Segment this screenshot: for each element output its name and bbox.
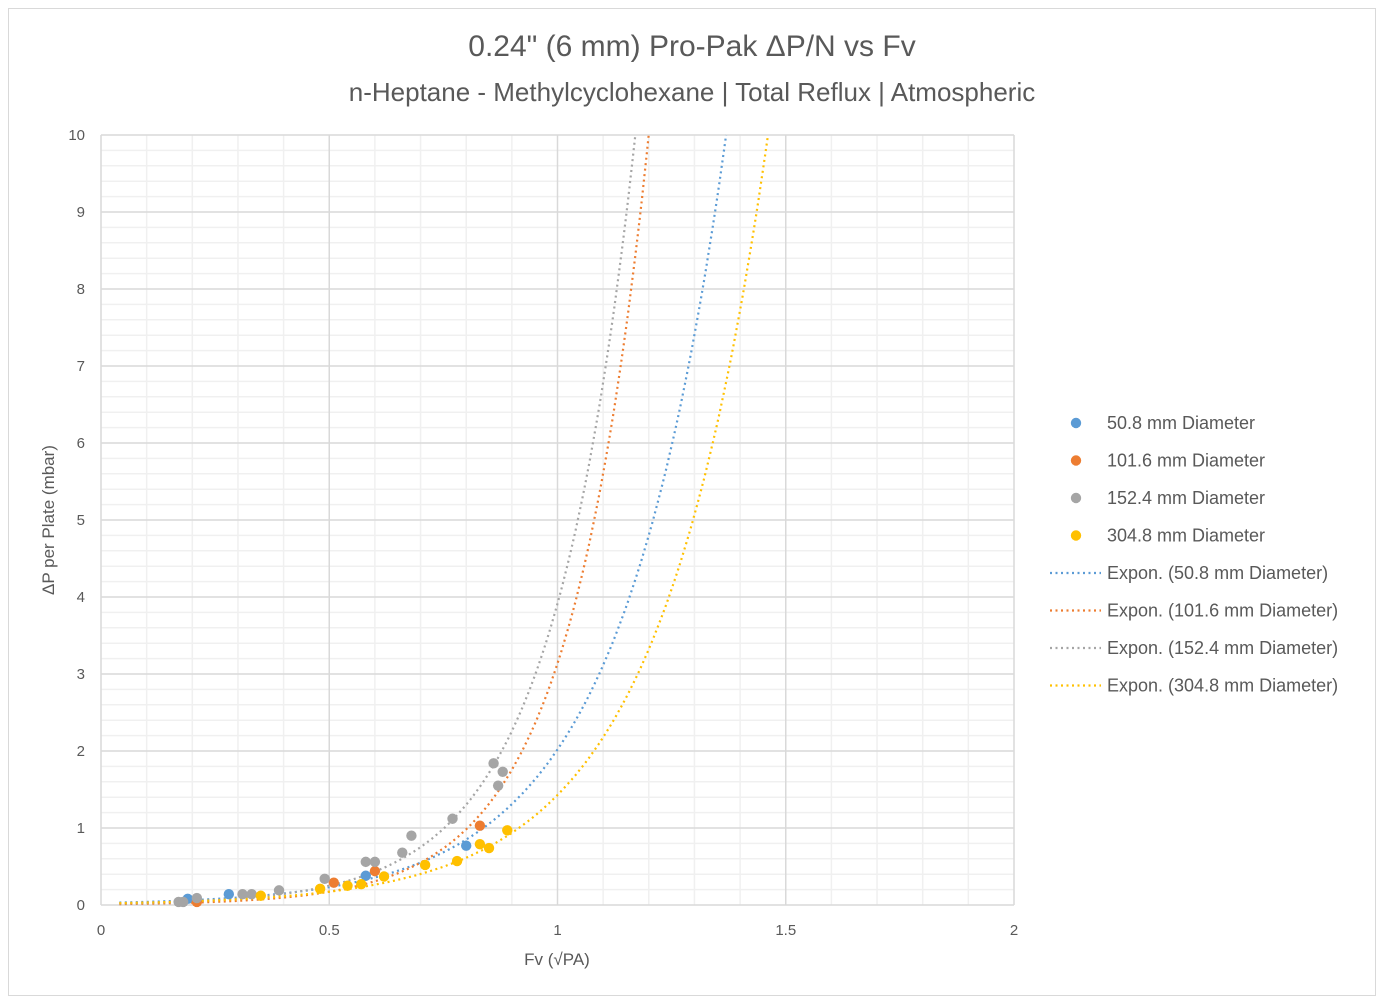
data-point — [483, 842, 495, 854]
data-point — [492, 780, 504, 791]
x-tick-label: 0.5 — [319, 922, 340, 939]
data-point — [246, 889, 257, 900]
chart-title: 0.24" (6 mm) Pro-Pak ΔP/N vs Fv — [468, 30, 916, 63]
data-point — [356, 879, 367, 890]
data-point — [255, 890, 266, 901]
data-point — [273, 885, 285, 896]
data-point — [474, 820, 486, 831]
legend-marker — [1070, 455, 1082, 466]
x-axis-label: Fv (√PA) — [524, 950, 590, 969]
legend-label: 152.4 mm Diameter — [1107, 488, 1265, 508]
legend-marker — [1070, 530, 1082, 541]
y-tick-label: 10 — [68, 127, 85, 144]
data-point — [447, 813, 458, 824]
x-tick-label: 0 — [97, 922, 105, 939]
data-point — [369, 865, 381, 877]
data-point — [223, 889, 235, 900]
data-point — [397, 847, 408, 858]
data-point — [406, 830, 417, 841]
y-tick-label: 7 — [77, 358, 85, 375]
data-point — [461, 840, 472, 851]
data-point — [360, 870, 371, 881]
legend-marker — [1070, 417, 1082, 429]
legend-label: Expon. (152.4 mm Diameter) — [1107, 638, 1338, 658]
x-tick-label: 1 — [553, 922, 561, 939]
trendline — [119, 134, 637, 905]
data-point — [488, 758, 499, 769]
x-tick-label: 1.5 — [775, 922, 796, 939]
y-tick-label: 8 — [77, 281, 85, 298]
data-point — [191, 892, 203, 904]
legend-label: Expon. (101.6 mm Diameter) — [1107, 601, 1338, 621]
data-point — [328, 877, 340, 888]
trendline — [119, 134, 650, 906]
data-point — [369, 856, 381, 868]
data-point — [502, 825, 513, 836]
legend-marker — [1070, 492, 1082, 504]
data-point — [342, 880, 353, 891]
data-point — [177, 896, 189, 908]
data-point — [497, 766, 508, 777]
y-tick-label: 3 — [77, 666, 85, 683]
chart-subtitle: n-Heptane - Methylcyclohexane | Total Re… — [348, 77, 1036, 107]
data-point — [314, 883, 326, 895]
data-point — [451, 855, 463, 867]
legend-label: 304.8 mm Diameter — [1107, 526, 1265, 546]
data-point — [419, 859, 431, 871]
y-tick-label: 1 — [77, 820, 85, 837]
y-tick-label: 0 — [77, 897, 85, 914]
data-point — [319, 873, 330, 885]
y-tick-label: 2 — [77, 743, 85, 760]
legend-label: Expon. (304.8 mm Diameter) — [1107, 676, 1338, 696]
data-point — [360, 856, 371, 868]
y-axis-label: ΔP per Plate (mbar) — [39, 445, 58, 595]
y-tick-label: 4 — [77, 589, 85, 606]
y-tick-label: 6 — [77, 435, 85, 452]
chart-frame — [8, 8, 1376, 996]
trendline — [119, 134, 728, 904]
y-tick-label: 9 — [77, 204, 85, 221]
legend-label: 50.8 mm Diameter — [1107, 413, 1255, 433]
data-point — [237, 889, 248, 900]
data-point — [378, 871, 390, 882]
y-tick-label: 5 — [77, 512, 85, 529]
x-tick-label: 2 — [1010, 922, 1018, 939]
trendline — [119, 134, 770, 905]
legend-label: 101.6 mm Diameter — [1107, 451, 1265, 471]
legend-label: Expon. (50.8 mm Diameter) — [1107, 563, 1328, 583]
data-point — [474, 838, 486, 850]
